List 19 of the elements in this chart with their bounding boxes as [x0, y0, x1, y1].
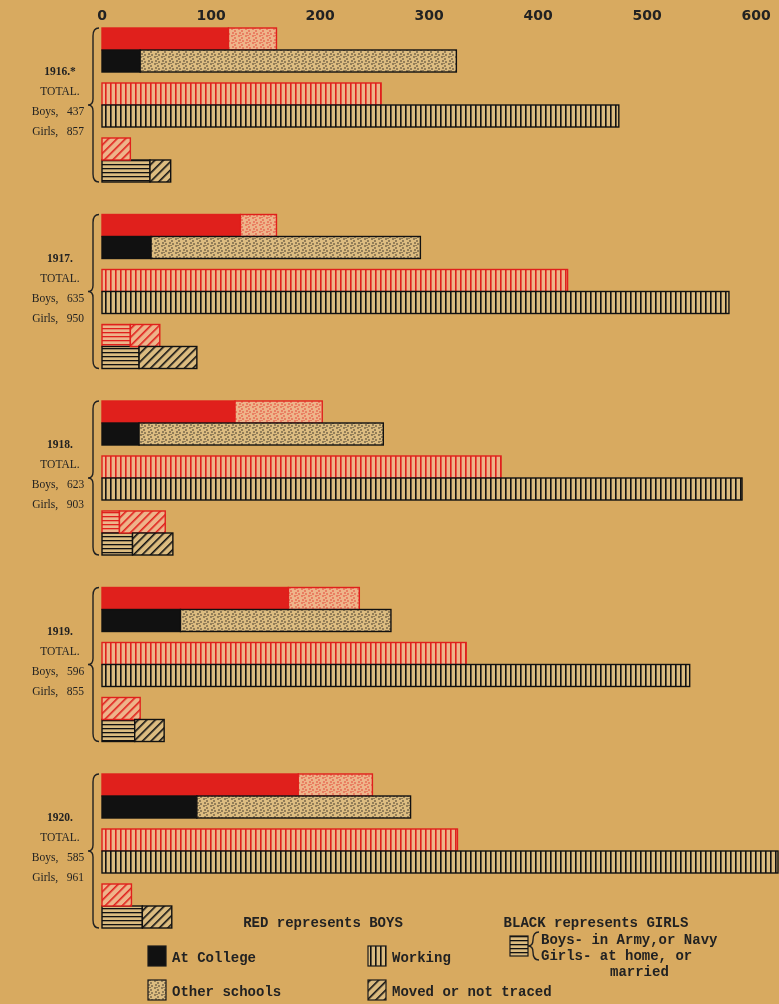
x-tick-label: 500	[632, 7, 663, 23]
text: 1918. TOTAL. Boys, 623 Girls, 903	[31, 438, 85, 511]
legend-label: Working	[392, 950, 451, 966]
annotation: BLACK represents GIRLS	[503, 915, 689, 931]
text: 1916.* TOTAL. Boys, 437 Girls, 857	[31, 65, 85, 138]
x-tick-label: 200	[305, 7, 335, 23]
legend-label: Other schools	[172, 984, 282, 1000]
x-tick-label: 0	[97, 7, 108, 23]
x-tick-label: 400	[523, 7, 553, 23]
legend-label: Boys- in Army,or Navy Girls- at home, or married	[541, 932, 719, 980]
legend-label: Moved or not traced	[392, 984, 552, 1000]
x-tick-label: 300	[414, 7, 444, 23]
text: 1920. TOTAL. Boys, 585 Girls, 961	[31, 811, 85, 884]
legend-label: At College	[172, 950, 257, 966]
text: 1919. TOTAL. Boys, 596 Girls, 855	[31, 624, 85, 698]
x-tick-label: 600	[741, 7, 772, 23]
x-tick-label: 100	[196, 7, 226, 23]
text: 1917. TOTAL. Boys, 635 Girls, 950	[31, 251, 85, 325]
annotation: RED represents BOYS	[243, 915, 403, 931]
